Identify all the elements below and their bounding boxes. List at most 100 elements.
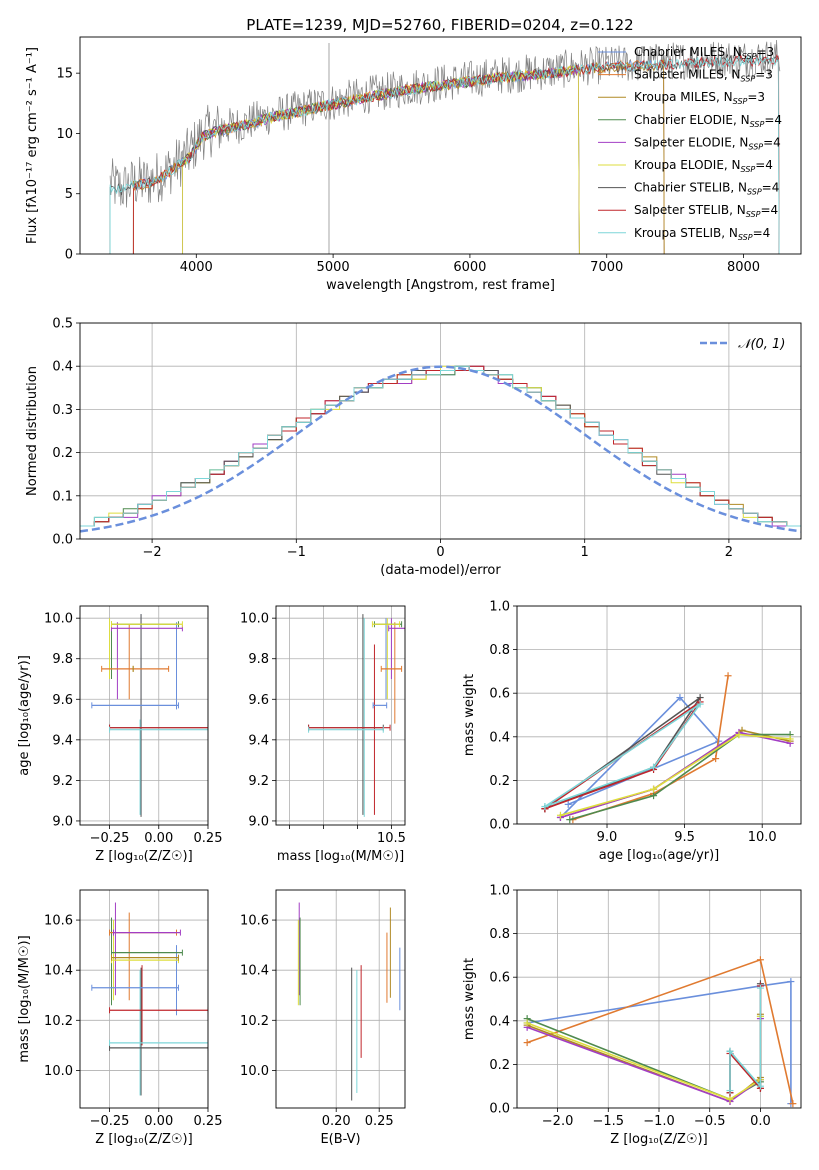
legend-label-tail: =4 <box>760 203 778 217</box>
x-tick-label: 1 <box>581 545 589 560</box>
y-tick-label: 9.2 <box>52 774 73 789</box>
y-tick-label: 9.8 <box>52 652 73 667</box>
mass-weight-line <box>729 985 762 1093</box>
y-tick-label: 10.4 <box>240 964 269 979</box>
y-tick-label: 1.0 <box>489 884 510 899</box>
legend-label: Kroupa ELODIE, NSSP=4 <box>634 158 773 174</box>
mass-weight-line <box>526 980 792 1104</box>
legend-label: Kroupa MILES, NSSP=3 <box>634 90 765 106</box>
mass-weight-line <box>526 1014 762 1103</box>
figure-title: PLATE=1239, MJD=52760, FIBERID=0204, z=0… <box>246 16 633 34</box>
y-tick-label: 0.5 <box>52 317 73 332</box>
x-axis-label: Z [log₁₀(Z/Z☉)] <box>95 849 192 864</box>
mass-weight-line <box>526 958 794 1104</box>
panel-massweight_vs_age: 9.0 9.5 10.0 0.0 0.2 0.4 0.6 0.8 1.0 age [log₁₀(a… <box>462 600 802 863</box>
legend-label: Chabrier MILES, NSSP=3 <box>634 45 774 61</box>
legend-label-sub: SSP <box>747 188 762 197</box>
panel-mass_vs_Z: −0.25 0.00 0.25 10.0 10.2 10.4 10.6 Z [log₁₀(Z/… <box>17 889 222 1147</box>
legend-label: Kroupa STELIB, NSSP=4 <box>634 226 770 242</box>
legend-label-text: Salpeter ELODIE, N <box>634 135 748 149</box>
x-axis-label: (data-model)/error <box>380 563 501 578</box>
legend-label-text: Chabrier ELODIE, N <box>634 113 750 127</box>
panel-spectrum: 4000 5000 6000 7000 8000 0 5 10 15 wavelength [An… <box>25 36 802 293</box>
y-axis-label: mass weight <box>462 958 477 1040</box>
y-axis-label: mass weight <box>462 674 477 756</box>
gaussian-reference-line <box>80 365 801 533</box>
y-tick-label: 15 <box>56 67 73 82</box>
y-tick-label: 9.0 <box>52 814 73 829</box>
panel-age_vs_Z: −0.25 0.00 0.25 9.0 9.2 9.4 9.6 9.8 10.0 Z [log₁₀… <box>17 605 222 864</box>
y-tick-label: 5 <box>65 187 73 202</box>
data-spectrum-line <box>109 39 781 208</box>
plot-area <box>276 890 405 1108</box>
panel-age_vs_mass: 10.5 9.0 9.2 9.4 9.6 9.8 10.0 mass [log₁₀(M/M☉)… <box>240 605 406 864</box>
y-tick-label: 9.6 <box>52 693 73 708</box>
y-tick-label: 10.0 <box>240 612 269 627</box>
x-tick-label: 7000 <box>590 260 623 275</box>
mass-weight-line <box>729 988 762 1091</box>
legend-label-sub: SSP <box>748 142 763 151</box>
y-tick-label: 10.0 <box>44 612 73 627</box>
x-tick-label: −2.0 <box>542 1114 574 1129</box>
y-tick-label: 10.4 <box>44 964 73 979</box>
x-tick-label: −1 <box>287 545 306 560</box>
y-tick-label: 0.2 <box>489 1058 510 1073</box>
legend-label: Chabrier STELIB, NSSP=4 <box>634 181 779 197</box>
y-tick-label: 0.4 <box>489 730 510 745</box>
y-tick-label: 10.0 <box>240 1064 269 1079</box>
mass-weight-line <box>526 1018 762 1103</box>
legend-label-sub: SSP <box>733 97 748 106</box>
y-tick-label: 0.8 <box>489 643 510 658</box>
axes-frame <box>79 889 209 1109</box>
y-tick-label: 0.4 <box>52 360 73 375</box>
plot-area <box>109 39 781 254</box>
plot-area <box>80 890 208 1108</box>
y-tick-label: 10.6 <box>240 914 269 929</box>
legend-label-sub: SSP <box>738 233 753 242</box>
x-tick-label: 0 <box>436 545 444 560</box>
legend-label-tail: =3 <box>756 45 774 59</box>
y-axis-label: mass [log₁₀(M/M☉)] <box>17 935 32 1062</box>
legend-label-text: Salpeter MILES, N <box>634 68 741 82</box>
y-tick-label: 10.0 <box>44 1064 73 1079</box>
y-tick-label: 0.6 <box>489 971 510 986</box>
legend-label-tail: =3 <box>755 68 773 82</box>
legend-label-tail: =3 <box>747 90 765 104</box>
axes-frame <box>275 889 406 1109</box>
mass-weight-line <box>560 733 791 817</box>
y-tick-label: 0.4 <box>489 1014 510 1029</box>
x-tick-label: 6000 <box>453 260 486 275</box>
plot-area <box>276 606 405 825</box>
y-tick-label: 0.2 <box>489 774 510 789</box>
mass-weight-line <box>544 696 701 810</box>
y-tick-label: 0.0 <box>489 1102 510 1117</box>
x-tick-label: 0.0 <box>750 1114 771 1129</box>
plot-area <box>80 606 208 825</box>
x-axis-label: Z [log₁₀(Z/Z☉)] <box>95 1132 192 1147</box>
mass-weight-line <box>544 703 701 808</box>
legend-label-sub: SSP <box>741 75 756 84</box>
panel-mass_vs_ebv: 0.20 0.25 10.0 10.2 10.4 10.6 E(B-V) <box>240 889 406 1147</box>
axes-frame <box>516 889 802 1109</box>
legend-label-sub: SSP <box>746 210 761 219</box>
x-tick-label: −0.5 <box>694 1114 726 1129</box>
x-axis-label: Z [log₁₀(Z/Z☉)] <box>610 1132 707 1147</box>
y-tick-label: 0.2 <box>52 446 73 461</box>
axes-frame <box>516 605 802 825</box>
legend-label: 𝒩(0, 1) <box>738 337 785 352</box>
legend-label-text: Kroupa MILES, N <box>634 90 733 104</box>
legend-label-sub: SSP <box>741 165 756 174</box>
x-tick-label: −0.25 <box>90 1114 130 1129</box>
y-axis-label: age [log₁₀(age/yr)] <box>17 655 32 776</box>
legend-label-tail: =4 <box>764 113 782 127</box>
y-axis-label: Flux [fλ10⁻¹⁷ erg cm⁻² s⁻¹ A⁻¹] <box>25 47 40 244</box>
y-tick-label: 9.6 <box>248 693 269 708</box>
x-tick-label: 0.00 <box>144 1114 173 1129</box>
legend-label-text: Chabrier MILES, N <box>634 45 742 59</box>
x-tick-label: 10.0 <box>748 830 777 845</box>
y-tick-label: 0.1 <box>52 489 73 504</box>
x-tick-label: 4000 <box>180 260 213 275</box>
axes-frame <box>79 36 802 255</box>
x-axis-label: E(B-V) <box>320 1132 360 1147</box>
